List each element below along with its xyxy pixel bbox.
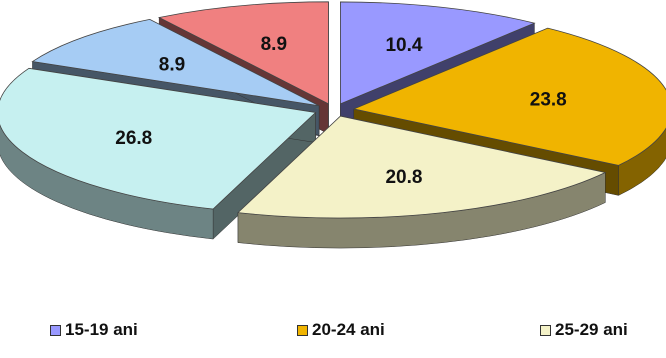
slice-value-label-4: 26.8 — [115, 128, 152, 149]
slice-value-label-6: 8.9 — [261, 34, 287, 55]
pie-chart: 10.4 23.8 20.8 26.8 8.9 8.9 — [0, 1, 666, 249]
legend-label-1: 15-19 ani — [65, 320, 138, 339]
legend-swatch-3 — [540, 324, 551, 336]
slice-value-label-3: 20.8 — [385, 167, 422, 188]
slice-6 — [157, 1, 329, 105]
legend-item-2: 20-24 ani — [297, 320, 385, 340]
slice-3 — [237, 115, 607, 219]
legend: 15-19 ani 20-24 ani 25-29 ani — [0, 320, 666, 350]
slice-value-label-1: 10.4 — [385, 35, 422, 56]
legend-item-3: 25-29 ani — [540, 320, 628, 340]
slice-4 — [0, 67, 317, 210]
legend-label-3: 25-29 ani — [555, 320, 628, 339]
slice-1 — [340, 1, 536, 105]
slice-tops — [0, 1, 666, 219]
legend-swatch-2 — [297, 324, 308, 336]
legend-item-1: 15-19 ani — [50, 320, 138, 340]
slice-value-label-5: 8.9 — [159, 55, 185, 76]
slice-labels: 10.4 23.8 20.8 26.8 8.9 8.9 — [115, 34, 566, 188]
legend-swatch-1 — [50, 324, 61, 336]
legend-label-2: 20-24 ani — [312, 320, 385, 339]
slice-value-label-2: 23.8 — [530, 90, 567, 111]
slice-2 — [352, 27, 666, 166]
slice-5 — [31, 18, 320, 107]
